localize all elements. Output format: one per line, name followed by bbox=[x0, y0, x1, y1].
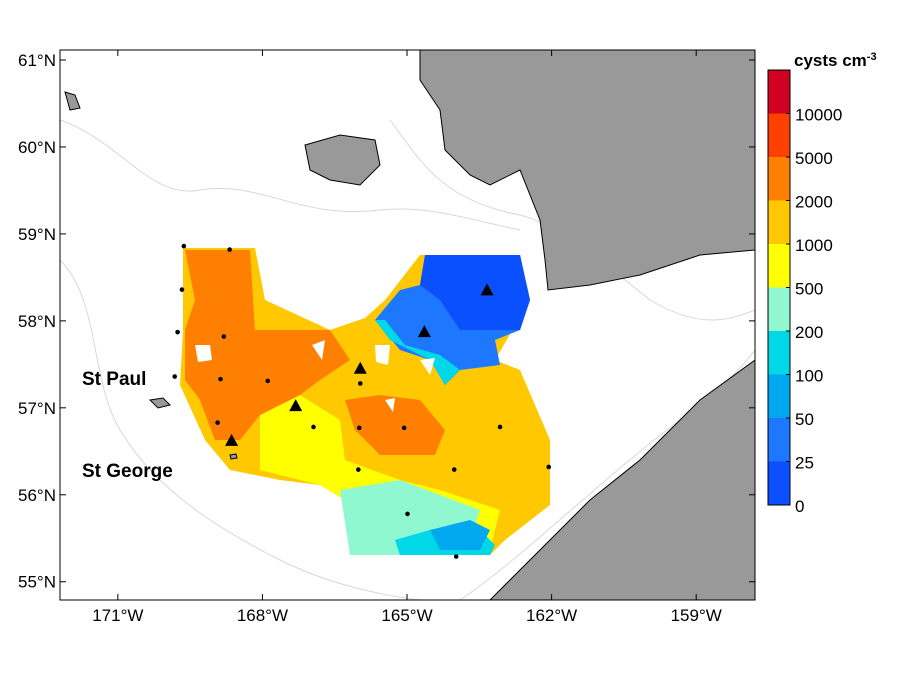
triangle-station bbox=[353, 361, 367, 374]
station bbox=[357, 425, 362, 431]
colorbar-label: 500 bbox=[795, 280, 823, 299]
station bbox=[356, 467, 361, 472]
station bbox=[265, 378, 271, 384]
field-50-100 bbox=[430, 520, 490, 550]
y-tick-label: 61°N bbox=[18, 51, 56, 70]
colorbar-label: 200 bbox=[795, 323, 823, 342]
station bbox=[172, 374, 178, 379]
y-tick-label: 60°N bbox=[18, 138, 56, 157]
station bbox=[497, 424, 503, 430]
station bbox=[215, 420, 220, 425]
colorbar-segment bbox=[768, 418, 790, 462]
field-2000-5000 bbox=[345, 395, 445, 455]
field-holes bbox=[195, 340, 435, 412]
field-2000-5000 bbox=[185, 250, 350, 440]
x-tick-label: 168°W bbox=[237, 606, 288, 625]
colorbar-segment bbox=[768, 200, 790, 244]
colorbar-label: 10000 bbox=[795, 106, 842, 125]
station bbox=[175, 329, 180, 335]
y-tick-label: 58°N bbox=[18, 312, 56, 331]
y-tick-label: 57°N bbox=[18, 399, 56, 418]
station bbox=[181, 243, 187, 249]
station bbox=[179, 287, 185, 292]
place-label: St George bbox=[82, 461, 173, 482]
colorbar-segment bbox=[768, 244, 790, 288]
colorbar-segment bbox=[768, 331, 790, 375]
x-tick-label: 171°W bbox=[92, 606, 143, 625]
station bbox=[401, 425, 407, 431]
station bbox=[405, 511, 410, 517]
colorbar-label: 25 bbox=[795, 454, 814, 473]
field-0-25 bbox=[420, 255, 530, 330]
colorbar-label: 100 bbox=[795, 367, 823, 386]
y-tick-label: 55°N bbox=[18, 573, 56, 592]
station bbox=[546, 464, 552, 470]
field-100-200 bbox=[375, 320, 460, 385]
triangle-station bbox=[417, 325, 431, 338]
colorbar-segment bbox=[768, 461, 790, 505]
colorbar-label: 0 bbox=[795, 497, 804, 516]
station bbox=[311, 424, 316, 430]
colorbar-segment bbox=[768, 374, 790, 418]
colorbar-segment bbox=[768, 113, 790, 157]
station bbox=[357, 381, 363, 386]
map-layers bbox=[60, 50, 755, 600]
colorbar-title-exponent: -3 bbox=[867, 51, 877, 63]
colorbar-segment bbox=[768, 70, 790, 114]
colorbar-label: 50 bbox=[795, 410, 814, 429]
place-label: St Paul bbox=[82, 369, 146, 390]
station bbox=[218, 376, 223, 382]
station bbox=[453, 554, 459, 559]
colorbar-segment bbox=[768, 157, 790, 201]
colorbar-label: 1000 bbox=[795, 236, 833, 255]
colorbar-label: 5000 bbox=[795, 149, 833, 168]
station bbox=[227, 247, 232, 252]
triangle-station bbox=[225, 433, 239, 446]
triangle-station bbox=[289, 399, 303, 412]
colorbar-label: 2000 bbox=[795, 193, 833, 212]
triangle-station bbox=[480, 283, 494, 296]
x-tick-label: 165°W bbox=[381, 606, 432, 625]
land bbox=[64, 50, 755, 600]
y-tick-label: 56°N bbox=[18, 486, 56, 505]
x-tick-label: 159°W bbox=[671, 606, 722, 625]
colorbar-title-text: cysts cm bbox=[794, 51, 867, 70]
y-tick-label: 59°N bbox=[18, 225, 56, 244]
x-tick-label: 162°W bbox=[526, 606, 577, 625]
station bbox=[221, 334, 227, 339]
colorbar-segment bbox=[768, 287, 790, 331]
station bbox=[451, 467, 457, 472]
colorbar-title: cysts cm-3 bbox=[794, 51, 877, 70]
